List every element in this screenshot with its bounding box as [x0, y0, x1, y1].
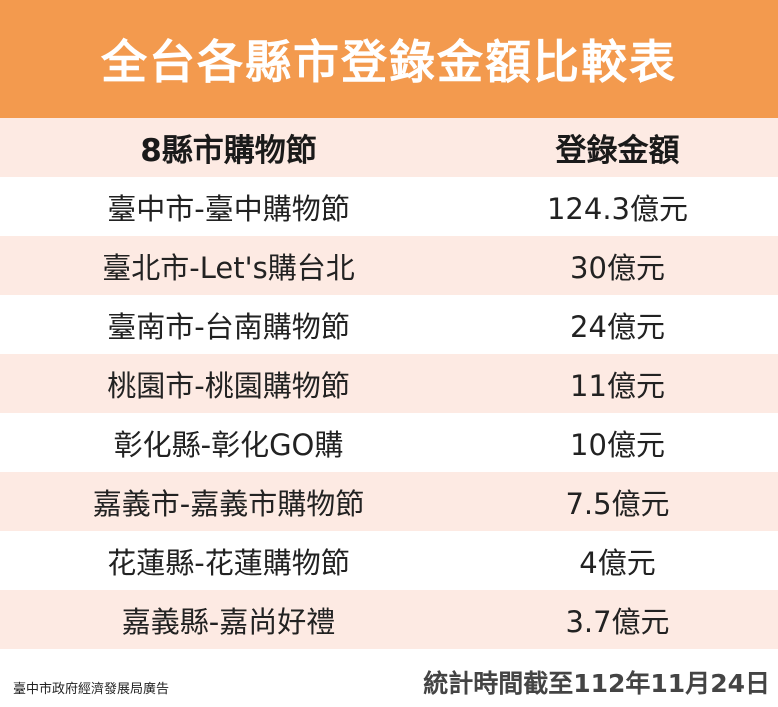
row-amount: 4億元 — [579, 545, 656, 580]
row-amount: 124.3億元 — [546, 191, 689, 226]
table-header-row: 8縣市購物節 登錄金額 — [0, 118, 778, 177]
row-amount: 30億元 — [570, 250, 665, 285]
row-name: 桃園市-桃園購物節 — [107, 368, 350, 403]
title-banner: 全台各縣市登錄金額比較表 — [0, 0, 778, 118]
row-name: 彰化縣-彰化GO購 — [113, 427, 344, 462]
row-amount: 24億元 — [570, 309, 665, 344]
table-row: 嘉義縣-嘉尚好禮 3.7億元 — [0, 590, 778, 649]
row-name: 嘉義市-嘉義市購物節 — [92, 486, 365, 521]
row-name: 臺南市-台南購物節 — [107, 309, 350, 344]
table-row: 桃園市-桃園購物節 11億元 — [0, 354, 778, 413]
comparison-table: 8縣市購物節 登錄金額 臺中市-臺中購物節 124.3億元 臺北市-Let's購… — [0, 118, 778, 649]
row-name: 臺中市-臺中購物節 — [107, 191, 350, 226]
row-amount: 7.5億元 — [565, 486, 670, 521]
header-name: 8縣市購物節 — [140, 133, 317, 169]
row-amount: 10億元 — [570, 427, 665, 462]
table-row: 臺中市-臺中購物節 124.3億元 — [0, 177, 778, 236]
row-amount: 3.7億元 — [565, 604, 670, 639]
header-amount: 登錄金額 — [555, 133, 680, 169]
page-title: 全台各縣市登錄金額比較表 — [101, 35, 677, 89]
row-name: 臺北市-Let's購台北 — [102, 250, 355, 285]
table-row: 臺南市-台南購物節 24億元 — [0, 295, 778, 354]
source-credit: 臺中市政府經濟發展局廣告 — [13, 682, 170, 697]
row-amount: 11億元 — [570, 368, 665, 403]
date-note: 統計時間截至112年11月24日 — [423, 669, 770, 698]
row-name: 花蓮縣-花蓮購物節 — [107, 545, 350, 580]
table-row: 臺北市-Let's購台北 30億元 — [0, 236, 778, 295]
table-row: 花蓮縣-花蓮購物節 4億元 — [0, 531, 778, 590]
row-name: 嘉義縣-嘉尚好禮 — [121, 604, 336, 639]
table-row: 彰化縣-彰化GO購 10億元 — [0, 413, 778, 472]
table-row: 嘉義市-嘉義市購物節 7.5億元 — [0, 472, 778, 531]
